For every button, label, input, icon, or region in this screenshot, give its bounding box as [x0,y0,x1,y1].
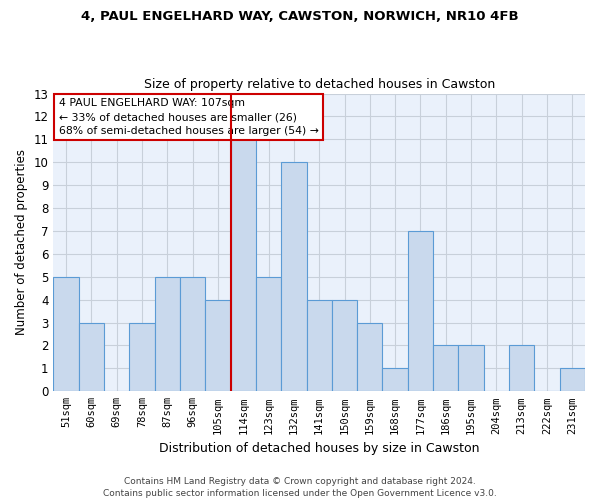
Bar [53,277,79,392]
Bar [256,277,281,392]
Bar [382,368,408,392]
Bar [155,277,180,392]
Bar [408,231,433,392]
Text: 4 PAUL ENGELHARD WAY: 107sqm
← 33% of detached houses are smaller (26)
68% of se: 4 PAUL ENGELHARD WAY: 107sqm ← 33% of de… [59,98,319,136]
Bar [130,322,155,392]
Y-axis label: Number of detached properties: Number of detached properties [15,150,28,336]
Title: Size of property relative to detached houses in Cawston: Size of property relative to detached ho… [143,78,495,91]
X-axis label: Distribution of detached houses by size in Cawston: Distribution of detached houses by size … [159,442,479,455]
Bar [230,140,256,392]
Text: Contains HM Land Registry data © Crown copyright and database right 2024.
Contai: Contains HM Land Registry data © Crown c… [103,476,497,498]
Bar [560,368,585,392]
Bar [509,346,535,392]
Bar [281,162,307,392]
Bar [433,346,458,392]
Bar [79,322,104,392]
Bar [332,300,357,392]
Bar [205,300,230,392]
Bar [357,322,382,392]
Bar [180,277,205,392]
Bar [307,300,332,392]
Text: 4, PAUL ENGELHARD WAY, CAWSTON, NORWICH, NR10 4FB: 4, PAUL ENGELHARD WAY, CAWSTON, NORWICH,… [81,10,519,23]
Bar [458,346,484,392]
